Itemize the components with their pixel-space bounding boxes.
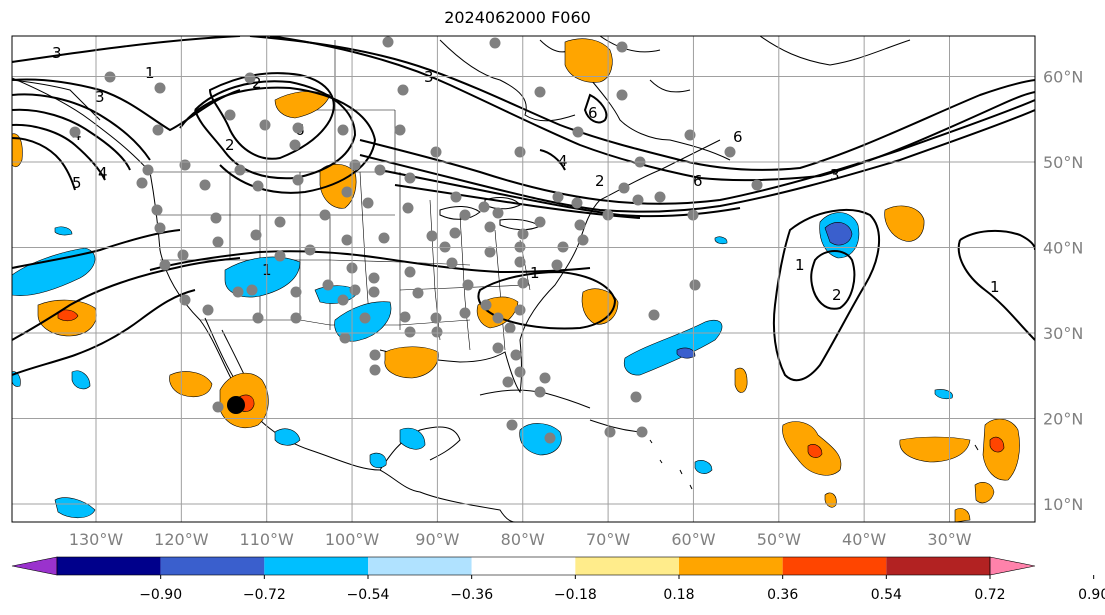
longitude-label: 80°W: [501, 530, 545, 549]
negative-anomalies: [12, 212, 953, 519]
longitude-label: 130°W: [69, 530, 124, 549]
colorbar-segment: [782, 557, 887, 575]
colorbar-extend-high: [989, 556, 1036, 576]
colorbar-segment: [264, 557, 368, 575]
latitude-label: 30°N: [1043, 324, 1083, 343]
colorbar-segment: [57, 557, 161, 575]
contour-label: 3: [95, 88, 105, 106]
contour-label: 4: [558, 152, 568, 170]
longitude-label: 90°W: [415, 530, 459, 549]
colorbar-segment: [575, 557, 679, 575]
colorbar-tick-label: 0.90: [1078, 587, 1105, 603]
contour-label: 4: [98, 164, 108, 182]
longitude-label: 60°W: [671, 530, 715, 549]
contour-label: 6: [693, 172, 703, 190]
latitude-label: 10°N: [1043, 495, 1083, 514]
contour-label: 2: [595, 172, 605, 190]
longitude-label: 30°W: [927, 530, 971, 549]
longitude-label: 100°W: [325, 530, 380, 549]
contour-label: 6: [588, 104, 598, 122]
storm-center-marker: [227, 396, 245, 414]
colorbar-tick-label: 0.72: [974, 587, 1005, 603]
colorbar-segment: [679, 557, 783, 575]
station-markers: [69, 36, 763, 444]
colorbar-tick-label: 0.54: [871, 587, 902, 603]
colorbar-tick-label: −0.90: [139, 587, 182, 603]
contour-label: 2: [252, 74, 262, 92]
contour-label: 1: [530, 264, 540, 282]
colorbar: −0.90 −0.72 −0.54 −0.36 −0.18 0.18 0.36 0.54 0.7…: [11, 556, 1105, 603]
contour-lines: [12, 36, 1035, 382]
contour-label: 3: [830, 166, 840, 184]
contour-label: 1: [795, 256, 805, 274]
colorbar-segment: [368, 557, 472, 575]
colorbar-tick-label: −0.36: [450, 587, 493, 603]
latitude-label: 50°N: [1043, 153, 1083, 172]
colorbar-tick-label: −0.54: [347, 587, 390, 603]
longitude-label: 50°W: [757, 530, 801, 549]
latitude-label: 40°N: [1043, 239, 1083, 258]
colorbar-segment: [160, 557, 265, 575]
colorbar-frame: [56, 556, 991, 576]
colorbar-tick-label: −0.72: [243, 587, 286, 603]
longitude-label: 70°W: [586, 530, 630, 549]
longitude-label: 40°W: [842, 530, 886, 549]
map-frame: [11, 35, 1036, 523]
contour-label: 3: [52, 44, 62, 62]
longitude-label: 110°W: [240, 530, 295, 549]
contour-label: 5: [72, 174, 82, 192]
colorbar-tick-label: 0.36: [767, 587, 798, 603]
contour-label: 1: [145, 64, 155, 82]
colorbar-segment: [886, 557, 990, 575]
gridlines: [12, 36, 1035, 522]
colorbar-tick-label: 0.18: [663, 587, 694, 603]
latitude-labels: 60°N 50°N 40°N 30°N 20°N 10°N: [1043, 68, 1083, 515]
colorbar-extend-low: [11, 556, 58, 576]
longitude-label: 120°W: [154, 530, 209, 549]
contour-label: 2: [832, 286, 842, 304]
figure-title: 2024062000 F060: [444, 8, 591, 27]
contour-label: 6: [733, 128, 743, 146]
colorbar-segment: [471, 557, 576, 575]
colorbar-tick-label: −0.18: [554, 587, 597, 603]
map-panel: 3 1 3 2 6 4 5 4 2 3 6 4 2 6 6 3 1 1 2 1 …: [12, 36, 1035, 522]
contour-label: 2: [225, 136, 235, 154]
longitude-labels: 130°W 120°W 110°W 100°W 90°W 80°W 70°W 60°W 50°W…: [69, 530, 972, 549]
positive-anomalies: [12, 38, 1020, 522]
contour-label: 1: [990, 278, 1000, 296]
latitude-label: 60°N: [1043, 68, 1083, 87]
latitude-label: 20°N: [1043, 410, 1083, 429]
